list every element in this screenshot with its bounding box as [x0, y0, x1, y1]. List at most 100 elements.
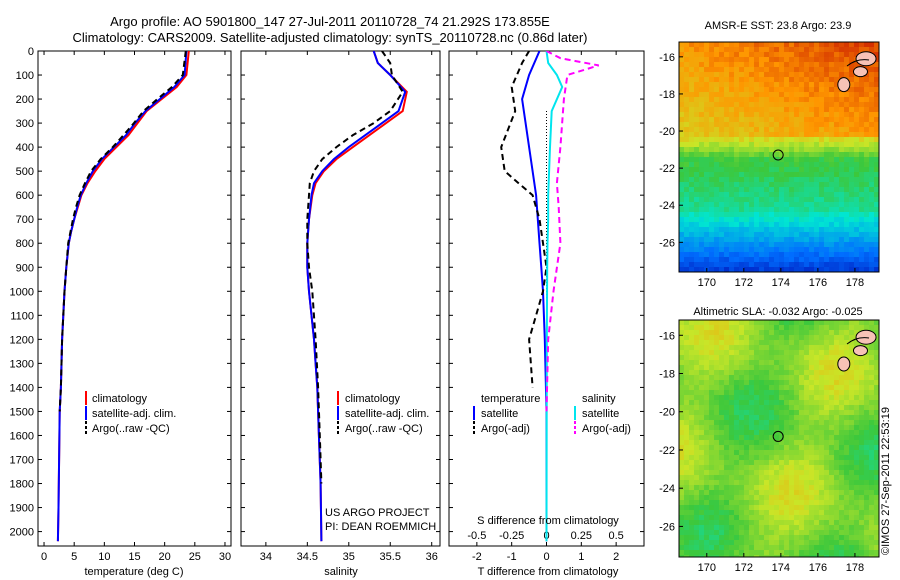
- map-cell: [684, 550, 690, 556]
- map-cell: [834, 510, 840, 516]
- map-cell: [759, 92, 765, 98]
- map-cell: [864, 147, 870, 153]
- map-cell: [819, 340, 825, 346]
- map-cell: [689, 232, 695, 238]
- map-cell: [694, 380, 700, 386]
- map-cell: [869, 47, 875, 53]
- map-cell: [789, 227, 795, 233]
- map-cell: [709, 380, 715, 386]
- map-cell: [834, 480, 840, 486]
- map-cell: [809, 192, 815, 198]
- map-cell: [834, 107, 840, 113]
- map-cell: [749, 495, 755, 501]
- map-cell: [704, 132, 710, 138]
- map-cell: [824, 117, 830, 123]
- map-cell: [814, 47, 820, 53]
- figure-title-line-2: Climatology: CARS2009. Satellite-adjuste…: [72, 30, 588, 45]
- map-cell: [679, 475, 685, 481]
- map-cell: [859, 435, 865, 441]
- map-cell: [824, 320, 830, 326]
- x-tick-label: 170: [698, 277, 716, 289]
- map-cell: [789, 142, 795, 148]
- map-cell: [704, 505, 710, 511]
- map-cell: [804, 127, 810, 133]
- map-cell: [734, 340, 740, 346]
- map-cell: [739, 247, 745, 253]
- map-cell: [754, 257, 760, 263]
- y-tick-label: -24: [659, 200, 675, 212]
- map-cell: [769, 217, 775, 223]
- map-cell: [719, 435, 725, 441]
- map-cell: [864, 47, 870, 53]
- map-cell: [744, 142, 750, 148]
- map-cell: [739, 525, 745, 531]
- map-cell: [724, 57, 730, 63]
- map-cell: [679, 380, 685, 386]
- map-cell: [739, 325, 745, 331]
- map-cell: [834, 127, 840, 133]
- map-cell: [824, 435, 830, 441]
- map-cell: [759, 122, 765, 128]
- map-cell: [849, 465, 855, 471]
- map-cell: [769, 420, 775, 426]
- map-cell: [784, 202, 790, 208]
- map-cell: [869, 500, 875, 506]
- map-cell: [699, 132, 705, 138]
- map-cell: [709, 52, 715, 58]
- map-cell: [854, 395, 860, 401]
- map-cell: [829, 147, 835, 153]
- map-cell: [849, 242, 855, 248]
- map-cell: [844, 142, 850, 148]
- map-cell: [779, 490, 785, 496]
- map-cell: [759, 385, 765, 391]
- map-cell: [864, 42, 870, 48]
- map-cell: [794, 500, 800, 506]
- map-cell: [854, 435, 860, 441]
- map-cell: [824, 222, 830, 228]
- map-cell: [849, 117, 855, 123]
- map-cell: [684, 212, 690, 218]
- map-cell: [684, 112, 690, 118]
- series-line: [306, 51, 407, 542]
- map-cell: [799, 345, 805, 351]
- map-cell: [719, 97, 725, 103]
- map-cell: [759, 237, 765, 243]
- map-cell: [779, 207, 785, 213]
- map-cell: [864, 410, 870, 416]
- map-cell: [834, 77, 840, 83]
- map-cell: [749, 232, 755, 238]
- map-cell: [789, 172, 795, 178]
- map-cell: [869, 257, 875, 263]
- map-cell: [704, 42, 710, 48]
- map-cell: [874, 167, 879, 173]
- map-cell: [694, 232, 700, 238]
- map-cell: [744, 182, 750, 188]
- map-cell: [844, 227, 850, 233]
- map-cell: [844, 480, 850, 486]
- map-cell: [829, 375, 835, 381]
- map-cell: [779, 440, 785, 446]
- map-cell: [844, 212, 850, 218]
- map-cell: [784, 172, 790, 178]
- map-cell: [699, 515, 705, 521]
- map-cell: [834, 470, 840, 476]
- map-cell: [774, 52, 780, 58]
- map-cell: [839, 350, 845, 356]
- map-cell: [779, 550, 785, 556]
- map-cell: [769, 520, 775, 526]
- map-cell: [809, 237, 815, 243]
- map-cell: [739, 192, 745, 198]
- map-cell: [824, 112, 830, 118]
- argo-location-marker: [772, 149, 784, 161]
- map-cell: [719, 410, 725, 416]
- map-cell: [804, 112, 810, 118]
- map-cell: [724, 252, 730, 258]
- map-cell: [799, 217, 805, 223]
- map-cell: [869, 390, 875, 396]
- map-cell: [754, 445, 760, 451]
- map-cell: [844, 167, 850, 173]
- map-cell: [724, 217, 730, 223]
- map-cell: [789, 495, 795, 501]
- map-cell: [789, 525, 795, 531]
- map-cell: [744, 340, 750, 346]
